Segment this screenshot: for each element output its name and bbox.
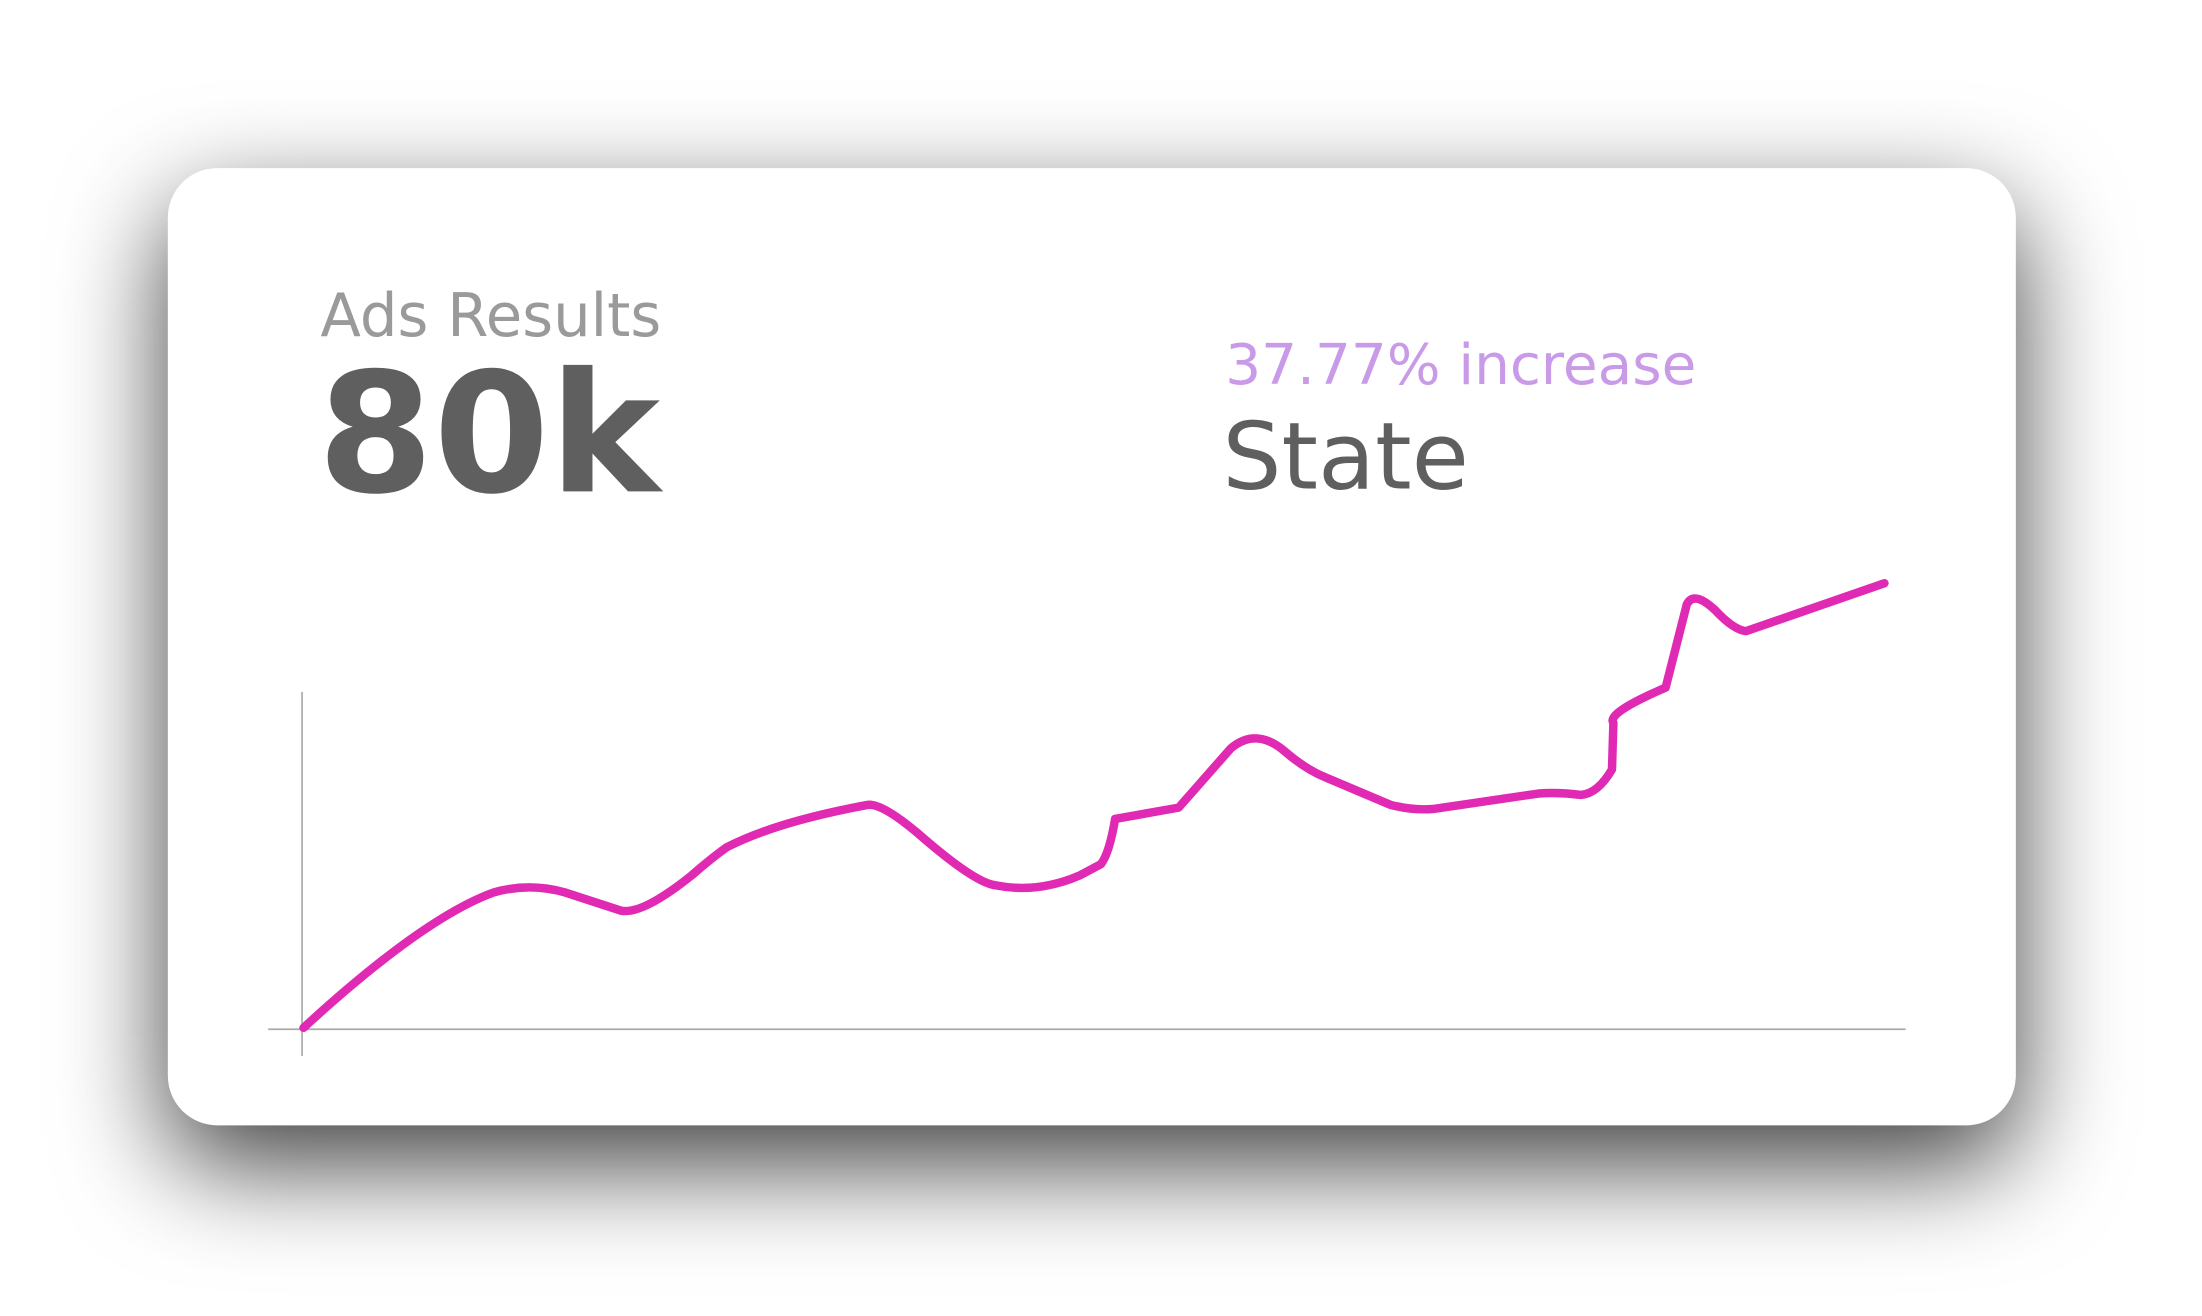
card [167, 168, 2016, 1126]
change-label: State [1222, 403, 1469, 511]
card-label: Ads Results [320, 281, 661, 350]
trend-line [299, 578, 1889, 1033]
card-value: 80k [318, 337, 664, 531]
change-text: 37.77% increase [1225, 333, 1696, 398]
